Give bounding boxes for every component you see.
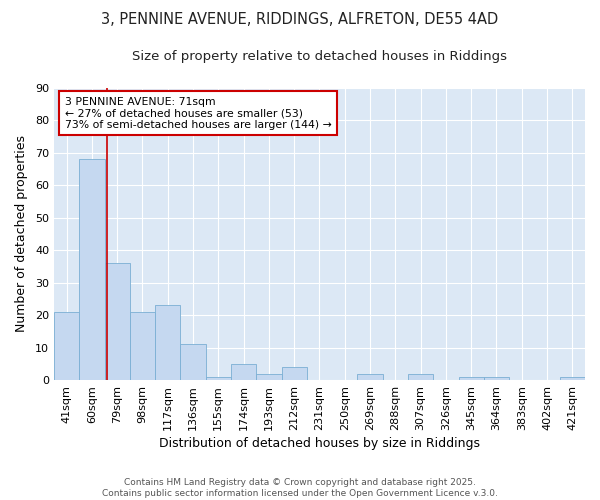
Bar bbox=[231, 364, 256, 380]
Bar bbox=[408, 374, 433, 380]
Bar bbox=[560, 377, 585, 380]
Text: Contains HM Land Registry data © Crown copyright and database right 2025.
Contai: Contains HM Land Registry data © Crown c… bbox=[102, 478, 498, 498]
Bar bbox=[104, 263, 130, 380]
X-axis label: Distribution of detached houses by size in Riddings: Distribution of detached houses by size … bbox=[159, 437, 480, 450]
Title: Size of property relative to detached houses in Riddings: Size of property relative to detached ho… bbox=[132, 50, 507, 63]
Text: 3, PENNINE AVENUE, RIDDINGS, ALFRETON, DE55 4AD: 3, PENNINE AVENUE, RIDDINGS, ALFRETON, D… bbox=[101, 12, 499, 28]
Bar bbox=[155, 306, 181, 380]
Bar bbox=[79, 159, 104, 380]
Bar bbox=[484, 377, 509, 380]
Bar bbox=[54, 312, 79, 380]
Bar bbox=[256, 374, 281, 380]
Y-axis label: Number of detached properties: Number of detached properties bbox=[15, 136, 28, 332]
Bar bbox=[130, 312, 155, 380]
Bar bbox=[181, 344, 206, 380]
Bar bbox=[206, 377, 231, 380]
Bar bbox=[358, 374, 383, 380]
Bar bbox=[281, 367, 307, 380]
Bar bbox=[458, 377, 484, 380]
Text: 3 PENNINE AVENUE: 71sqm
← 27% of detached houses are smaller (53)
73% of semi-de: 3 PENNINE AVENUE: 71sqm ← 27% of detache… bbox=[65, 96, 331, 130]
